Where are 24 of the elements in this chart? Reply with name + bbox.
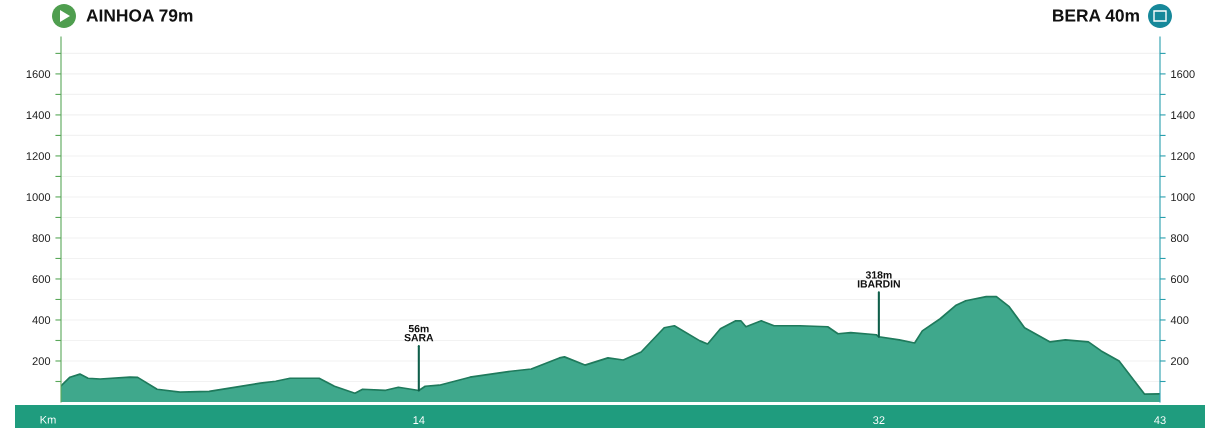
y2-tick-label: 1400	[1171, 111, 1195, 120]
y2-tick-label: 1600	[1171, 70, 1195, 79]
annotation: 56m SARA	[404, 324, 434, 342]
y2-tick-label: 1200	[1171, 152, 1195, 161]
y2-tick-label: 600	[1170, 275, 1189, 284]
y-tick-label: 400	[32, 316, 51, 325]
y-tick-label: 800	[32, 234, 51, 243]
x-tick-label: 32	[873, 416, 885, 425]
text: AINHOA 79m	[86, 9, 193, 22]
y-tick-label: 200	[32, 357, 51, 366]
y-tick-label: 1400	[26, 111, 51, 120]
x-tick-label: 14	[413, 416, 425, 424]
y-tick-label: 1600	[26, 70, 51, 79]
y2-tick-label: 400	[1170, 316, 1189, 325]
x-tick-label: 43	[1154, 416, 1166, 425]
y-tick-label: 1000	[26, 193, 51, 202]
y-tick-label: 600	[32, 275, 51, 284]
annotation: 318m IBARDIN	[857, 271, 900, 288]
text: BERA 40m	[1053, 9, 1139, 22]
y-tick-label: 1200	[26, 152, 51, 161]
x-axis-title: Km	[40, 415, 56, 424]
y2-tick-label: 200	[1170, 357, 1189, 366]
y2-tick-label: 800	[1170, 234, 1189, 243]
y2-tick-label: 1000	[1171, 193, 1195, 202]
